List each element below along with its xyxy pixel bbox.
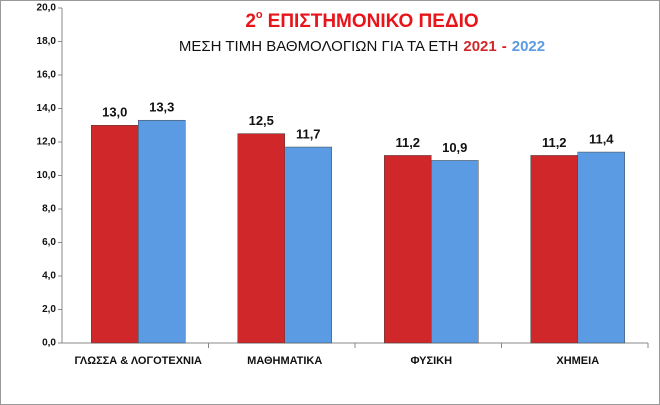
y-tick-label: 12,0 (37, 137, 57, 148)
value-label: 10,9 (442, 140, 467, 155)
x-tick-label: ΜΑΘΗΜΑΤΙΚΑ (247, 355, 322, 367)
y-tick-label: 8,0 (42, 204, 56, 215)
y-tick-label: 0,0 (42, 338, 56, 349)
legend-entry: 2022 (512, 38, 545, 55)
y-tick-label: 10,0 (37, 170, 57, 181)
value-label: 11,7 (296, 126, 321, 141)
y-tick-label: 6,0 (42, 237, 56, 248)
bar (138, 119, 186, 344)
y-tick-label: 2,0 (42, 304, 56, 315)
x-tick-label: ΧΗΜΕΙΑ (556, 355, 599, 367)
y-tick-label: 16,0 (37, 70, 57, 81)
bar (431, 160, 479, 344)
y-tick-label: 14,0 (37, 103, 57, 114)
bar (577, 151, 625, 344)
bar (530, 155, 578, 344)
chart-subtitle: ΜΕΣΗ ΤΙΜΗ ΒΑΘΜΟΛΟΓΙΩΝ ΓΙΑ ΤΑ ΕΤΗ 2021-202… (179, 38, 545, 55)
title-superscript: ο (256, 9, 263, 21)
bar (237, 133, 285, 344)
subtitle-text: ΜΕΣΗ ΤΙΜΗ ΒΑΘΜΟΛΟΓΙΩΝ ΓΙΑ ΤΑ ΕΤΗ (179, 38, 459, 55)
bar (91, 125, 139, 344)
y-tick-label: 20,0 (37, 3, 57, 14)
value-label: 11,4 (589, 131, 614, 146)
value-label: 12,5 (249, 113, 274, 128)
y-tick-label: 18,0 (37, 36, 57, 47)
value-label: 13,3 (149, 100, 174, 115)
value-label: 13,0 (102, 105, 127, 120)
legend-entry: 2021 (463, 38, 496, 55)
y-tick-label: 4,0 (42, 271, 56, 282)
x-tick-label: ΦΥΣΙΚΗ (410, 355, 452, 367)
bar (284, 146, 332, 344)
bar (384, 155, 432, 344)
title-text: ΕΠΙΣΤΗΜΟΝΙΚΟ ΠΕΔΙΟ (268, 11, 479, 32)
subtitle-separator: - (502, 38, 507, 55)
value-label: 11,2 (542, 135, 567, 150)
value-label: 11,2 (395, 135, 420, 150)
chart-title: 2ο ΕΠΙΣΤΗΜΟΝΙΚΟ ΠΕΔΙΟ (245, 9, 478, 32)
title-number: 2 (245, 11, 256, 32)
x-tick-label: ΓΛΩΣΣΑ & ΛΟΓΟΤΕΧΝΙΑ (75, 355, 203, 367)
